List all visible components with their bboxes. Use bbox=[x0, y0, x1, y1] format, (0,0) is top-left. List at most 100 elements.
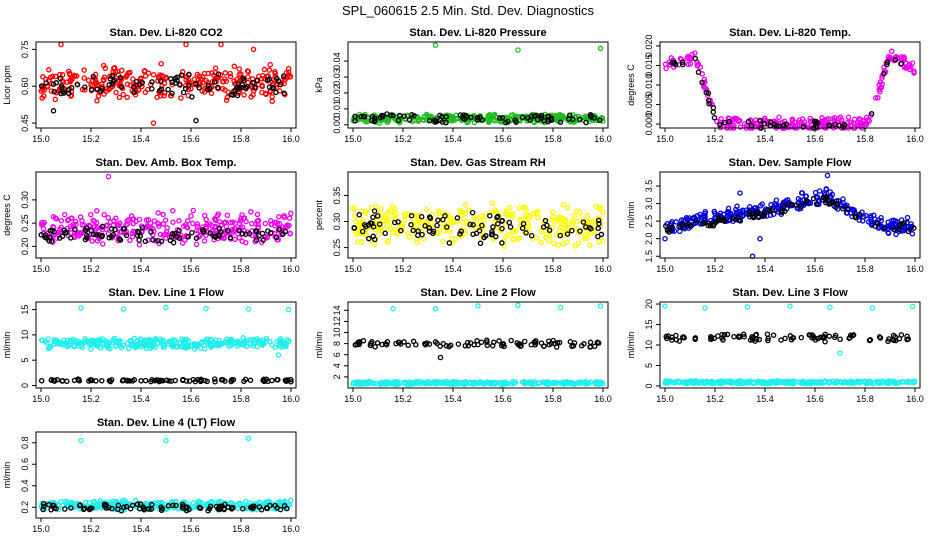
data-point bbox=[565, 206, 569, 210]
y-tick-label: 6 bbox=[332, 352, 342, 357]
data-point bbox=[232, 79, 236, 83]
data-point bbox=[357, 213, 361, 217]
data-point bbox=[44, 81, 48, 85]
data-point bbox=[758, 118, 762, 122]
data-point bbox=[777, 115, 781, 119]
x-tick-label: 15.4 bbox=[132, 264, 150, 274]
data-point bbox=[420, 233, 424, 237]
series-primary bbox=[351, 201, 605, 248]
data-point bbox=[270, 95, 274, 99]
data-point bbox=[270, 99, 274, 103]
data-point bbox=[244, 241, 248, 245]
data-point bbox=[137, 87, 141, 91]
data-point bbox=[469, 341, 473, 345]
data-point bbox=[500, 241, 504, 245]
data-point bbox=[260, 90, 264, 94]
data-point bbox=[75, 83, 79, 87]
y-axis-label: ml/min bbox=[2, 332, 12, 359]
data-point bbox=[150, 80, 154, 84]
data-point bbox=[114, 90, 118, 94]
data-point bbox=[738, 125, 742, 129]
x-tick-label: 15.8 bbox=[856, 394, 874, 404]
data-point bbox=[178, 83, 182, 87]
data-point bbox=[79, 439, 83, 443]
data-point bbox=[166, 87, 170, 91]
data-point bbox=[456, 342, 460, 346]
y-tick-label: 0.25 bbox=[332, 239, 342, 257]
data-point bbox=[223, 71, 227, 75]
y-axis-label: ml/min bbox=[2, 462, 12, 489]
y-axis-label: ml/min bbox=[626, 202, 636, 229]
data-point bbox=[266, 229, 270, 233]
data-point bbox=[878, 335, 882, 339]
y-tick-label: 0.03 bbox=[332, 68, 342, 86]
data-point bbox=[202, 72, 206, 76]
data-point bbox=[106, 216, 110, 220]
panel-title: Stan. Dev. Line 2 Flow bbox=[420, 287, 536, 299]
y-tick-label: 0.30 bbox=[20, 191, 30, 209]
data-point bbox=[545, 223, 549, 227]
panel-title: Stan. Dev. Sample Flow bbox=[729, 157, 852, 169]
data-point bbox=[282, 91, 286, 95]
data-point bbox=[825, 173, 829, 177]
data-point bbox=[132, 336, 136, 340]
data-point bbox=[289, 211, 293, 215]
data-point bbox=[73, 228, 77, 232]
y-tick-label: 14 bbox=[332, 305, 342, 315]
panel-title: Stan. Dev. Line 4 (LT) Flow bbox=[97, 417, 236, 429]
x-tick-label: 15.0 bbox=[344, 394, 362, 404]
data-point bbox=[90, 87, 94, 91]
panel-3: Stan. Dev. Li-820 Temp.degrees C15.015.2… bbox=[626, 27, 924, 144]
data-point bbox=[674, 338, 678, 342]
y-tick-label: 0.01 bbox=[332, 100, 342, 118]
x-tick-label: 15.2 bbox=[394, 264, 412, 274]
data-point bbox=[751, 215, 755, 219]
y-tick-label: 10 bbox=[20, 330, 30, 340]
y-tick-label: 0.6 bbox=[20, 458, 30, 471]
y-tick-label: 0.25 bbox=[20, 214, 30, 232]
data-point bbox=[373, 345, 377, 349]
x-tick-label: 16.0 bbox=[906, 264, 924, 274]
data-point bbox=[873, 224, 877, 228]
data-point bbox=[438, 355, 442, 359]
panel-title: Stan. Dev. Li-820 CO2 bbox=[110, 27, 223, 39]
data-point bbox=[371, 234, 375, 238]
x-tick-label: 15.6 bbox=[182, 134, 200, 144]
data-point bbox=[144, 74, 148, 78]
data-point bbox=[156, 211, 160, 215]
data-point bbox=[137, 243, 141, 247]
data-point bbox=[82, 68, 86, 72]
data-point bbox=[593, 344, 597, 348]
data-point bbox=[187, 73, 191, 77]
data-point bbox=[762, 122, 766, 126]
panel-title: Stan. Dev. Gas Stream RH bbox=[410, 157, 546, 169]
data-point bbox=[807, 333, 811, 337]
data-point bbox=[394, 342, 398, 346]
data-point bbox=[910, 61, 914, 65]
y-tick-label: 0.75 bbox=[20, 41, 30, 59]
data-point bbox=[122, 227, 126, 231]
data-point bbox=[483, 215, 487, 219]
data-point bbox=[870, 306, 874, 310]
x-tick-label: 15.0 bbox=[656, 134, 674, 144]
data-point bbox=[572, 214, 576, 218]
y-tick-label: 0.020 bbox=[644, 35, 654, 58]
data-point bbox=[800, 191, 804, 195]
data-point bbox=[490, 201, 494, 205]
x-tick-label: 15.6 bbox=[494, 394, 512, 404]
data-point bbox=[475, 339, 479, 343]
x-tick-label: 15.0 bbox=[656, 394, 674, 404]
data-point bbox=[125, 341, 129, 345]
data-point bbox=[212, 73, 216, 77]
data-point bbox=[588, 340, 592, 344]
data-point bbox=[379, 207, 383, 211]
data-point bbox=[65, 379, 69, 383]
series-primary bbox=[39, 436, 293, 512]
data-point bbox=[255, 345, 259, 349]
series-reference bbox=[40, 377, 293, 384]
y-tick-label: 0.00 bbox=[332, 116, 342, 134]
data-point bbox=[539, 240, 543, 244]
panel-5: Stan. Dev. Gas Stream RHpercent15.015.21… bbox=[314, 157, 612, 274]
x-tick-label: 15.0 bbox=[32, 394, 50, 404]
data-point bbox=[58, 77, 62, 81]
